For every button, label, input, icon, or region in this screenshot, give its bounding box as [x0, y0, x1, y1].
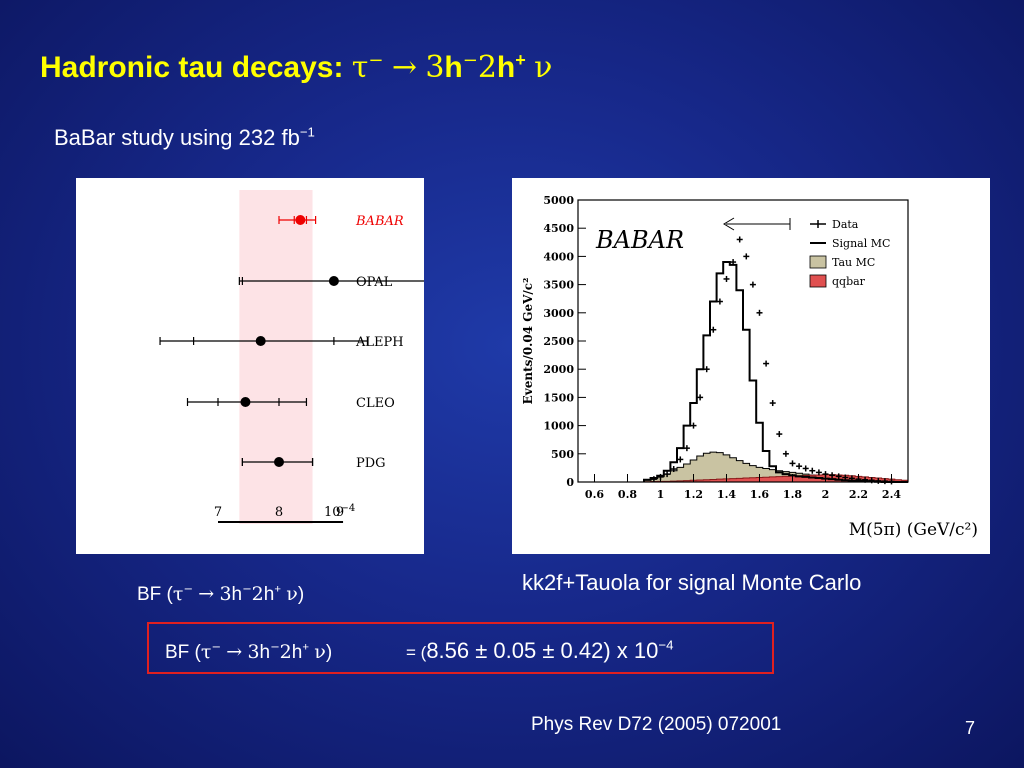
y-axis-label: Events/0.04 GeV/c²: [521, 278, 535, 405]
experiment-label: CLEO: [356, 396, 395, 411]
legend-label: Tau MC: [832, 256, 875, 269]
result-box: [147, 622, 774, 674]
x-tick-label: 8: [275, 505, 283, 520]
signal-mc-histogram: [643, 261, 908, 483]
page-number: 7: [965, 718, 976, 738]
experiment-label: OPAL: [356, 275, 393, 290]
legend-swatch: [809, 255, 827, 269]
x-tick-label: 7: [214, 505, 222, 520]
measurement-point: [295, 215, 306, 225]
y-tick-label: 2500: [543, 335, 574, 348]
y-tick-label: 3000: [543, 307, 574, 320]
legend-label: qqbar: [832, 275, 866, 288]
experiment-label: ALEPH: [355, 335, 404, 350]
x-tick-label: 1.8: [783, 488, 802, 501]
y-tick-label: 1000: [543, 420, 574, 433]
x-axis-label: M(5π) (GeV/c²): [849, 520, 978, 540]
bf-caption: BF (τ− → 3h−2h+ ν): [137, 581, 305, 605]
y-tick-label: 5000: [543, 194, 574, 207]
y-tick-label: 4500: [543, 222, 574, 235]
x-tick-label: 2: [822, 488, 830, 501]
x-tick-label: 1.6: [750, 488, 769, 501]
subtitle: BaBar study using 232 fb−1: [54, 124, 315, 150]
x-tick-label: 0.6: [585, 488, 604, 501]
babar-logo: BABAR: [595, 226, 684, 254]
y-tick-label: 4000: [543, 250, 574, 263]
x-tick-label: 2.4: [882, 488, 901, 501]
measurement-point: [328, 276, 339, 286]
x-unit-exponent: −4: [341, 503, 356, 514]
measurement-point: [255, 336, 266, 346]
result-value: = (8.56 ± 0.05 ± 0.42) x 10−4: [406, 637, 674, 663]
pdg-band: [239, 190, 313, 524]
legend-label: Data: [832, 218, 859, 231]
y-tick-label: 1500: [543, 391, 574, 404]
x-tick-label: 1.4: [717, 488, 736, 501]
legend-label: Signal MC: [832, 237, 890, 250]
y-tick-label: 0: [566, 476, 574, 489]
legend-swatch: [809, 274, 827, 288]
result-label: BF (τ− → 3h−2h+ ν): [165, 639, 333, 663]
mc-caption: kk2f+Tauola for signal Monte Carlo: [522, 570, 862, 595]
x-tick-label: 2.2: [849, 488, 868, 501]
y-tick-label: 2000: [543, 363, 574, 376]
x-tick-label: 9: [336, 505, 344, 520]
y-tick-label: 500: [551, 448, 574, 461]
measurement-point: [274, 457, 284, 467]
mass-spectrum-figure: 0 500 1000 1500 2000 2500 3000 3500 4000 4500 5000…: [512, 178, 990, 554]
x-unit-label: 10−4: [324, 503, 355, 520]
slide-title: Hadronic tau decays: τ− → 3h−2h+ ν: [40, 50, 553, 85]
reference-citation: Phys Rev D72 (2005) 072001: [531, 714, 782, 735]
x-tick-label: 1.2: [684, 488, 703, 501]
bf-comparison-figure: BABAR OPAL ALEPH CLEO PDG 7 8 9 10−4: [76, 178, 430, 554]
experiment-label: BABAR: [355, 214, 404, 229]
measurement-point: [240, 397, 251, 407]
cut-arrowhead: [723, 217, 735, 231]
experiment-label: PDG: [356, 456, 386, 471]
bf-comparison-plot: BABAR OPAL ALEPH CLEO PDG 7 8 910−4: [159, 190, 430, 524]
x-tick-label: 1: [657, 488, 665, 501]
mass-spectrum-chart: 0 500 1000 1500 2000 2500 3000 3500 4000 4500 5000…: [521, 194, 978, 540]
x-tick-label: 0.8: [618, 488, 637, 501]
y-tick-label: 3500: [543, 279, 574, 292]
